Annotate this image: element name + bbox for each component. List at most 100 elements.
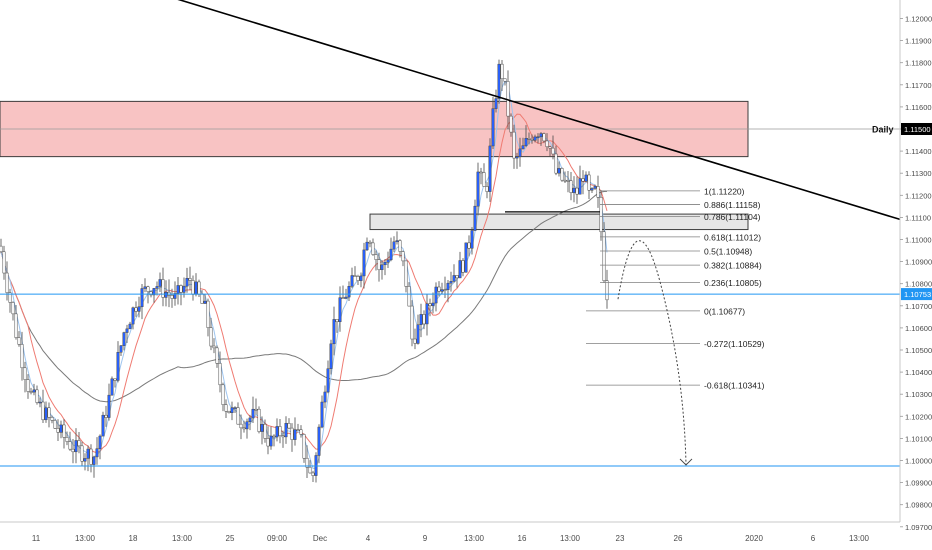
price-tick-label: 1.10200 [905, 412, 932, 421]
candle-body [224, 404, 228, 412]
candle-body [152, 288, 156, 296]
time-tick-label: 13:00 [849, 534, 870, 543]
candle-body [500, 63, 504, 79]
candle-body [392, 241, 396, 250]
price-tick-label: 1.09800 [905, 501, 932, 510]
candle-body [284, 422, 288, 438]
candle-body [596, 186, 600, 198]
candle-body [83, 458, 87, 462]
candle-body [92, 456, 96, 465]
candle-body [170, 295, 174, 299]
candle-body [335, 319, 339, 323]
candle-body [5, 272, 9, 293]
candle-body [584, 174, 588, 182]
candle-body [65, 437, 69, 442]
price-tick-label: 1.11400 [905, 147, 932, 156]
candle-body [530, 139, 534, 141]
candle-body [485, 186, 489, 192]
time-tick-label: 18 [129, 534, 138, 543]
candle-body [206, 300, 210, 328]
candle-body [389, 248, 393, 261]
candle-body [188, 278, 192, 281]
candle-body [143, 286, 147, 289]
price-tick-label: 1.11200 [905, 191, 932, 200]
candle-body [455, 275, 459, 279]
candle-body [176, 285, 180, 294]
price-tick-label: 1.10700 [905, 302, 932, 311]
time-tick-label: 13:00 [172, 534, 193, 543]
candle-body [449, 281, 453, 284]
candle-body [29, 391, 33, 393]
candle-body [380, 264, 384, 271]
price-tick-label: 1.10800 [905, 280, 932, 289]
candle-body [461, 260, 465, 273]
candle-body [293, 429, 297, 440]
candle-body [281, 435, 285, 438]
price-tick-label: 1.10600 [905, 324, 932, 333]
price-tick-label: 1.11700 [905, 81, 932, 90]
candle-body [545, 140, 549, 147]
price-tick-label: 1.11100 [905, 213, 931, 222]
current-price-box [901, 288, 932, 301]
time-tick-label: 26 [674, 534, 683, 543]
candle-body [197, 281, 201, 295]
candle-body [278, 426, 282, 437]
price-tick-label: 1.09900 [905, 479, 932, 488]
daily-price-label: 1.11500 [904, 125, 931, 134]
candle-body [428, 303, 432, 307]
candle-body [554, 153, 558, 174]
candle-body [80, 445, 84, 462]
candle-body [401, 251, 405, 262]
candle-body [548, 146, 552, 149]
candle-body [104, 414, 108, 418]
candle-body [383, 262, 387, 266]
candle-body [215, 347, 219, 364]
candle-body [74, 440, 78, 453]
candle-body [164, 291, 168, 298]
candle-body [551, 147, 555, 155]
candle-body [50, 417, 54, 421]
candle-body [386, 259, 390, 263]
candle-body [209, 327, 213, 347]
candle-body [341, 297, 345, 299]
candle-body [605, 280, 609, 301]
candle-body [572, 187, 576, 193]
candle-body [458, 260, 462, 279]
price-tick-label: 1.10900 [905, 258, 932, 267]
candle-body [56, 428, 60, 433]
candle-body [371, 242, 375, 255]
candle-body [44, 407, 48, 421]
fib-label: -0.272(1.10529) [704, 339, 765, 349]
candle-body [368, 241, 372, 244]
candle-body [98, 435, 102, 449]
fib-label: 0.5(1.10948) [704, 246, 752, 256]
candle-body [146, 286, 150, 292]
candle-body [179, 285, 183, 293]
candle-body [251, 408, 255, 419]
candle-body [14, 313, 18, 338]
time-tick-label: 13:00 [464, 534, 485, 543]
candle-body [131, 307, 135, 325]
candle-body [308, 466, 312, 474]
candle-body [590, 188, 594, 191]
candle-body [71, 448, 75, 453]
candle-body [0, 245, 3, 253]
candle-body [539, 133, 543, 137]
candle-body [125, 328, 129, 333]
candle-body [296, 429, 300, 431]
price-axis-bg [900, 0, 932, 550]
candle-body [434, 286, 438, 304]
candle-body [332, 319, 336, 345]
candle-body [467, 242, 471, 249]
candle-body [68, 441, 72, 450]
candle-body [149, 291, 153, 296]
candle-body [185, 278, 189, 287]
daily-label: Daily [872, 125, 894, 135]
candle-body [113, 378, 117, 381]
candle-body [236, 407, 240, 425]
candle-body [266, 438, 270, 447]
candle-body [53, 420, 57, 429]
candle-body [407, 286, 411, 307]
